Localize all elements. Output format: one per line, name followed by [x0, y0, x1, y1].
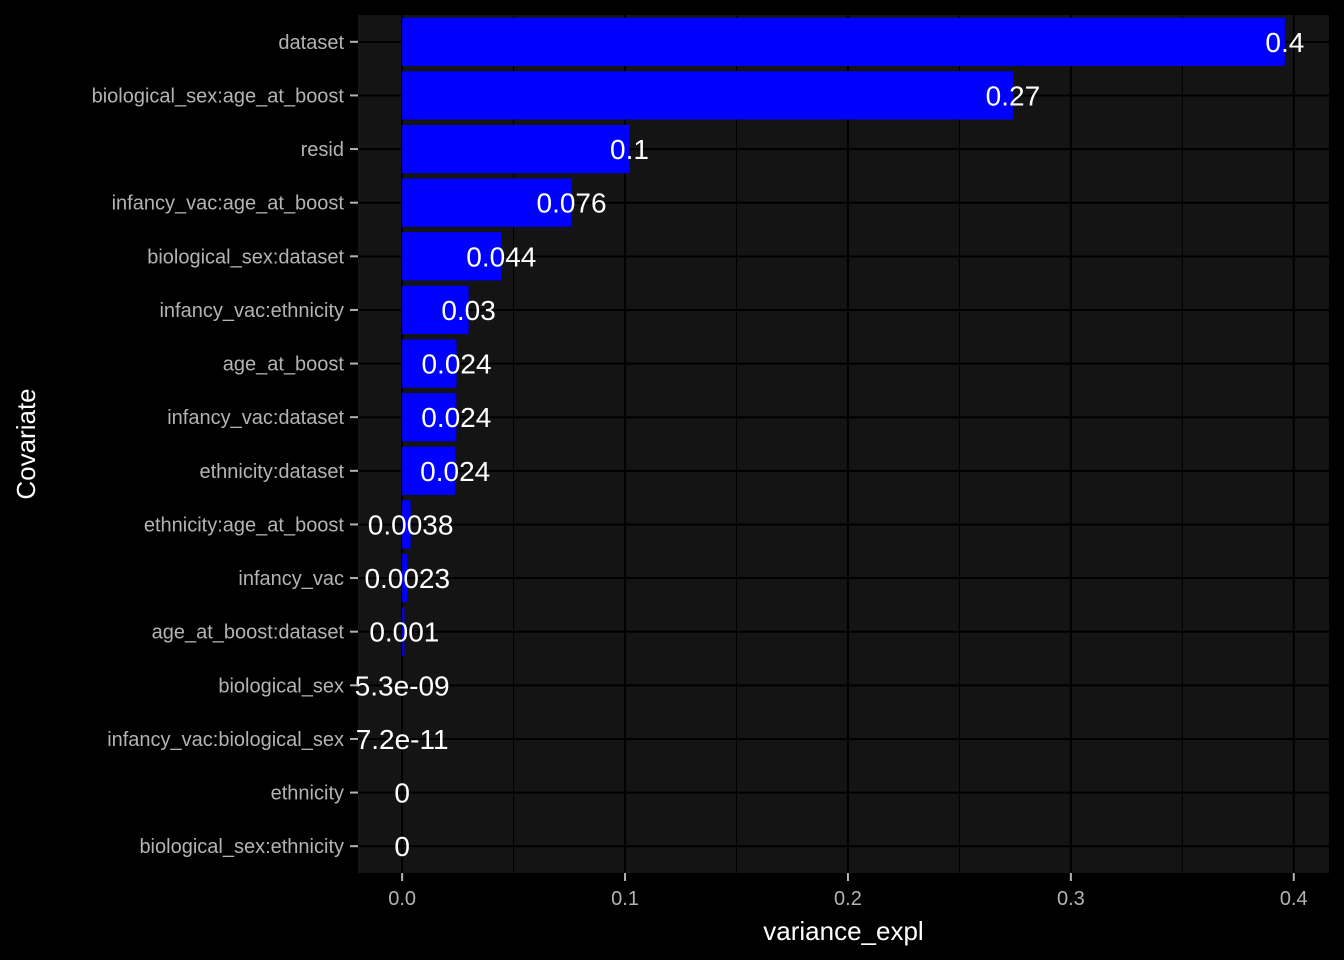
bar-value-label: 0.0023	[364, 563, 450, 594]
bar-value-label: 0.27	[986, 80, 1041, 111]
y-tick-label: infancy_vac:age_at_boost	[112, 193, 345, 215]
bar	[402, 232, 502, 281]
bar-value-label: 0.001	[369, 617, 439, 648]
y-axis-title: Covariate	[11, 388, 41, 499]
x-tick-label: 0.0	[388, 888, 416, 910]
y-tick-label: biological_sex:dataset	[147, 246, 344, 268]
y-tick-label: dataset	[278, 32, 344, 54]
y-tick-label: biological_sex	[218, 675, 344, 697]
bar-value-label: 0.03	[441, 295, 496, 326]
y-tick-label: infancy_vac	[238, 568, 344, 590]
y-tick-label: age_at_boost:dataset	[152, 622, 345, 644]
x-axis-ticks: 0.0 0.1 0.2 0.3 0.4	[388, 873, 1308, 910]
bar-value-label: 0.076	[537, 188, 607, 219]
bar-value-label: 7.2e-11	[356, 724, 449, 755]
x-tick-label: 0.2	[834, 888, 862, 910]
y-tick-label: ethnicity:dataset	[199, 461, 344, 483]
bar-value-label: 0.024	[420, 456, 490, 487]
x-axis-title: variance_expl	[763, 916, 923, 946]
x-tick-label: 0.3	[1057, 888, 1085, 910]
y-tick-label: biological_sex:ethnicity	[139, 836, 344, 858]
bar	[402, 285, 469, 335]
y-tick-label: biological_sex:age_at_boost	[92, 85, 345, 107]
bar	[402, 71, 1013, 120]
bar	[402, 339, 457, 388]
bar	[402, 607, 405, 656]
bar	[402, 393, 457, 442]
bar-value-label: 0.024	[421, 402, 491, 433]
bar	[402, 553, 408, 603]
bar-value-label: 5.3e-09	[355, 670, 450, 701]
y-tick-label: ethnicity:age_at_boost	[144, 514, 345, 536]
y-tick-label: infancy_vac:ethnicity	[159, 300, 344, 322]
bar	[402, 124, 630, 174]
bar-value-label: 0	[394, 831, 410, 862]
x-tick-label: 0.1	[611, 888, 639, 910]
y-tick-label: infancy_vac:biological_sex	[107, 729, 344, 751]
y-tick-label: infancy_vac:dataset	[167, 407, 344, 429]
x-tick-label: 0.4	[1280, 888, 1308, 910]
bar-value-label: 0.0038	[368, 509, 454, 540]
bar-value-label: 0.4	[1265, 27, 1304, 58]
bar	[402, 17, 1285, 66]
bars	[402, 17, 1285, 871]
bar-value-label: 0.1	[610, 134, 649, 165]
bar-value-label: 0	[394, 778, 410, 809]
bar-value-label: 0.044	[466, 241, 536, 272]
y-tick-label: resid	[301, 139, 344, 161]
y-tick-label: ethnicity	[271, 783, 344, 805]
bar	[402, 446, 456, 495]
bar-value-label: 0.024	[421, 349, 491, 380]
bar	[402, 500, 411, 549]
y-tick-label: age_at_boost	[223, 354, 345, 376]
bar	[402, 178, 572, 227]
